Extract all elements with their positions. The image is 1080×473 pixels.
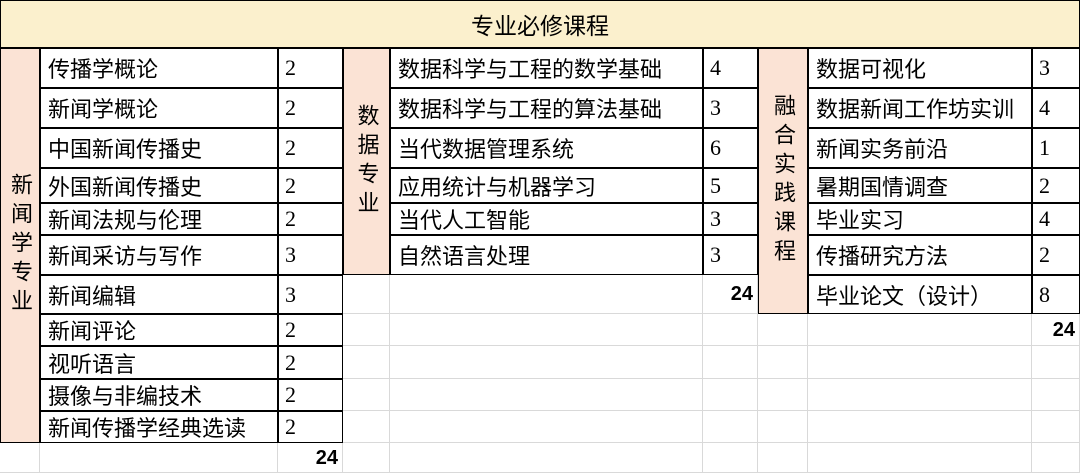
course-credit-cell: 3 [703, 88, 758, 128]
grid-cell [40, 443, 278, 473]
course-name-cell: 数据科学与工程的算法基础 [390, 88, 703, 128]
grid-cell [0, 443, 40, 473]
course-credit-cell: 4 [1032, 88, 1080, 128]
course-name-cell: 摄像与非编技术 [40, 379, 278, 411]
course-name-cell: 新闻法规与伦理 [40, 203, 278, 235]
course-name-cell: 数据可视化 [808, 48, 1032, 88]
grid-cell [808, 411, 1032, 443]
grid-cell [703, 411, 758, 443]
group-header: 融合实践课程 [758, 48, 808, 314]
course-name-cell: 新闻实务前沿 [808, 128, 1032, 168]
course-credit-cell: 2 [278, 346, 343, 379]
course-credit-cell: 2 [1032, 168, 1080, 203]
grid-cell [808, 346, 1032, 379]
course-credit-cell: 3 [703, 203, 758, 235]
course-credit-cell: 3 [278, 235, 343, 275]
group-total: 24 [730, 283, 753, 305]
grid-cell [703, 275, 758, 314]
grid-cell [343, 379, 390, 411]
table-title: 专业必修课程 [0, 0, 1080, 48]
grid-cell [390, 379, 703, 411]
course-credit-cell: 2 [278, 48, 343, 88]
grid-cell [343, 443, 390, 473]
course-name-cell: 数据新闻工作坊实训 [808, 88, 1032, 128]
course-credit-cell: 2 [278, 88, 343, 128]
grid-cell [1032, 346, 1080, 379]
course-credit-cell: 2 [278, 314, 343, 346]
course-credit-cell: 4 [703, 48, 758, 88]
course-credit-cell: 3 [703, 235, 758, 275]
course-name-cell: 毕业论文（设计） [808, 275, 1032, 314]
course-name-cell: 当代人工智能 [390, 203, 703, 235]
grid-cell [343, 411, 390, 443]
course-name-cell: 当代数据管理系统 [390, 128, 703, 168]
grid-cell [1032, 443, 1080, 473]
grid-cell [343, 275, 390, 314]
grid-cell [703, 346, 758, 379]
course-credit-cell: 2 [278, 203, 343, 235]
grid-cell [808, 314, 1032, 346]
course-credit-cell: 8 [1032, 275, 1080, 314]
grid-cell [808, 443, 1032, 473]
group-total: 24 [315, 446, 338, 469]
course-name-cell: 数据科学与工程的数学基础 [390, 48, 703, 88]
grid-cell [343, 314, 390, 346]
course-name-cell: 暑期国情调查 [808, 168, 1032, 203]
course-credit-cell: 2 [278, 168, 343, 203]
course-credit-cell: 2 [278, 128, 343, 168]
grid-cell [390, 314, 703, 346]
course-credit-cell: 2 [1032, 235, 1080, 275]
course-credit-cell: 5 [703, 168, 758, 203]
course-name-cell: 新闻编辑 [40, 275, 278, 314]
grid-cell [758, 346, 808, 379]
course-name-cell: 外国新闻传播史 [40, 168, 278, 203]
course-credit-cell: 2 [278, 379, 343, 411]
course-credit-cell: 2 [278, 411, 343, 443]
course-name-cell: 中国新闻传播史 [40, 128, 278, 168]
course-name-cell: 新闻评论 [40, 314, 278, 346]
grid-cell [758, 411, 808, 443]
grid-cell [390, 275, 703, 314]
group-header: 数据专业 [343, 48, 390, 275]
grid-cell [390, 443, 703, 473]
grid-cell [758, 379, 808, 411]
grid-cell [703, 314, 758, 346]
course-name-cell: 毕业实习 [808, 203, 1032, 235]
course-credit-cell: 3 [278, 275, 343, 314]
course-name-cell: 自然语言处理 [390, 235, 703, 275]
course-name-cell: 传播学概论 [40, 48, 278, 88]
grid-cell [703, 443, 758, 473]
grid-cell [703, 379, 758, 411]
course-name-cell: 新闻传播学经典选读 [40, 411, 278, 443]
group-total: 24 [1052, 318, 1075, 341]
course-credit-cell: 4 [1032, 203, 1080, 235]
course-credit-cell: 6 [703, 128, 758, 168]
grid-cell [1032, 379, 1080, 411]
course-name-cell: 新闻采访与写作 [40, 235, 278, 275]
grid-cell [390, 346, 703, 379]
grid-cell [758, 443, 808, 473]
course-name-cell: 应用统计与机器学习 [390, 168, 703, 203]
grid-cell [1032, 411, 1080, 443]
course-name-cell: 传播研究方法 [808, 235, 1032, 275]
grid-cell [343, 346, 390, 379]
course-credit-cell: 3 [1032, 48, 1080, 88]
grid-cell [390, 411, 703, 443]
course-name-cell: 视听语言 [40, 346, 278, 379]
grid-cell [808, 379, 1032, 411]
group-header: 新闻学专业 [0, 48, 40, 443]
course-credit-cell: 1 [1032, 128, 1080, 168]
course-name-cell: 新闻学概论 [40, 88, 278, 128]
grid-cell [758, 314, 808, 346]
